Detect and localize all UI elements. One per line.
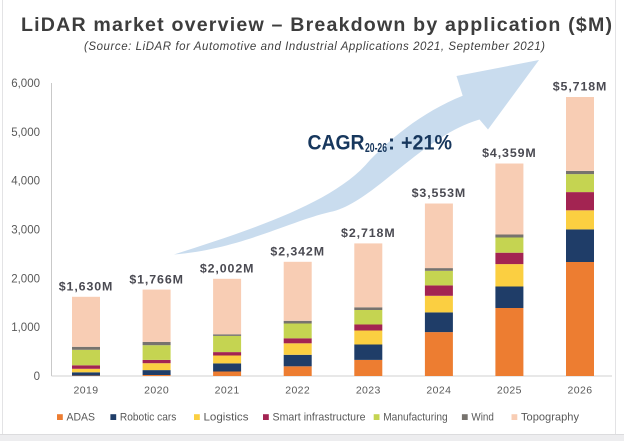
svg-text:2019: 2019 [74, 385, 99, 397]
svg-text:3,000: 3,000 [11, 225, 40, 237]
svg-text:20-26: 20-26 [365, 141, 387, 155]
svg-text:$2,002M: $2,002M [200, 262, 255, 276]
svg-text:(Source: LiDAR for Automotive: (Source: LiDAR for Automotive and Indust… [84, 41, 545, 53]
svg-text:$3,553M: $3,553M [412, 186, 467, 200]
svg-text:4,000: 4,000 [11, 176, 40, 188]
svg-text:0: 0 [34, 371, 40, 383]
svg-text:2024: 2024 [426, 385, 451, 397]
svg-text:2020: 2020 [144, 385, 169, 397]
svg-text:2023: 2023 [356, 385, 381, 397]
svg-text:Manufacturing: Manufacturing [383, 412, 448, 424]
svg-text:CAGR: CAGR [308, 132, 365, 155]
svg-text:ADAS: ADAS [67, 412, 96, 424]
svg-text::: : [388, 132, 395, 155]
svg-text:Logistics: Logistics [204, 412, 250, 424]
svg-text:LiDAR market overview – Breakd: LiDAR market overview – Breakdown by app… [21, 14, 612, 36]
svg-text:$2,718M: $2,718M [341, 226, 396, 240]
svg-text:$2,342M: $2,342M [270, 245, 325, 259]
svg-text:Topography: Topography [521, 412, 579, 424]
svg-text:5,000: 5,000 [11, 127, 40, 139]
svg-text:$1,766M: $1,766M [129, 272, 184, 286]
svg-text:2026: 2026 [568, 385, 593, 397]
svg-text:$5,718M: $5,718M [553, 80, 608, 94]
svg-text:2022: 2022 [285, 385, 310, 397]
svg-text:$4,359M: $4,359M [482, 146, 537, 160]
svg-text:6,000: 6,000 [11, 78, 40, 90]
svg-text:Robotic cars: Robotic cars [120, 412, 177, 424]
svg-text:2021: 2021 [215, 385, 240, 397]
svg-text:2025: 2025 [497, 385, 522, 397]
svg-text:+21%: +21% [401, 132, 452, 155]
svg-text:2,000: 2,000 [11, 273, 40, 285]
svg-text:$1,630M: $1,630M [59, 280, 114, 294]
svg-text:Wind: Wind [471, 412, 494, 424]
svg-text:Smart infrastructure: Smart infrastructure [273, 412, 366, 424]
svg-text:1,000: 1,000 [11, 322, 40, 334]
